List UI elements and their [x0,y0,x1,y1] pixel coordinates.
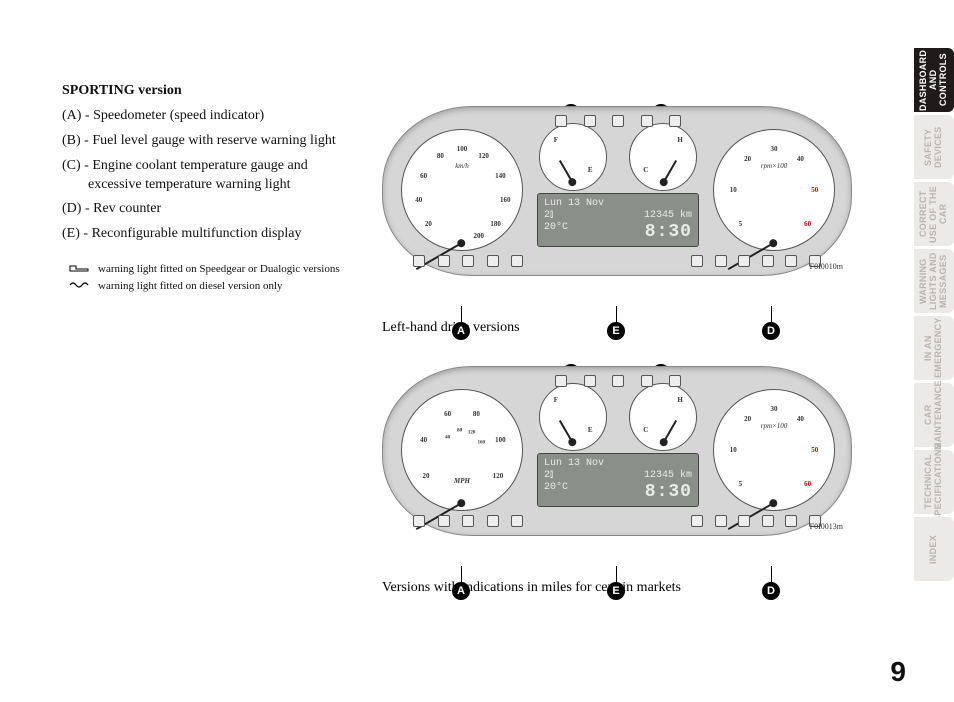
tab-correct-use[interactable]: CORRECT USE OF THE CAR [914,182,954,246]
marker-a: A [452,322,470,340]
glowplug-icon [762,515,774,527]
fuel-icon [584,375,596,387]
brake-icon [462,515,474,527]
airbag-icon [785,515,797,527]
speedo-unit: MPH [454,477,470,485]
marker-d: D [762,582,780,600]
battery-icon [715,515,727,527]
city-icon [413,255,425,267]
tab-specs[interactable]: TECHNICAL SPECIFICATIONS [914,450,954,514]
door-icon [438,255,450,267]
tach-unit: rpm×100 [761,422,788,430]
footnote: warning light fitted on diesel version o… [98,279,362,294]
engine-icon [691,515,703,527]
engine-icon [691,255,703,267]
speedometer-gauge: km/h 20 40 60 80 100 120 140 160 180 200 [401,129,523,251]
seatbelt-icon [511,255,523,267]
gearbox-icon [68,263,90,273]
warning-row-top [555,373,681,389]
figure-code: F0I0010m [810,262,843,271]
figure-2: B C MPH 20 40 60 80 100 120 40 80 120 16… [382,366,862,596]
fuel-needle [559,160,574,184]
warning-row-left [413,513,523,529]
glowplug-icon [762,255,774,267]
figure-code: F0I0013m [810,522,843,531]
speedometer-gauge: MPH 20 40 60 80 100 120 40 80 120 160 [401,389,523,511]
legend-item: (B) - Fuel level gauge with reserve warn… [62,132,362,151]
turn-right-icon [669,375,681,387]
tachometer-gauge: rpm×100 5 10 20 30 40 50 60 [713,389,835,511]
temp-icon [641,115,653,127]
section-tabs: DASHBOARD AND CONTROLS SAFETY DEVICES CO… [914,48,954,584]
marker-e: E [607,322,625,340]
warning-row-right [691,253,821,269]
tachometer-gauge: rpm×100 5 10 20 30 40 50 60 [713,129,835,251]
temp-gauge: C H [629,383,697,451]
legend-item: (D) - Rev counter [62,200,362,219]
legend-item: (C) - Engine coolant temperature gauge a… [62,157,362,195]
legend-column: SPORTING version (A) - Speedometer (spee… [62,82,362,296]
tab-dashboard[interactable]: DASHBOARD AND CONTROLS [914,48,954,112]
tab-safety[interactable]: SAFETY DEVICES [914,115,954,179]
seatbelt-icon [511,515,523,527]
turn-left-icon [555,115,567,127]
tab-warnings[interactable]: WARNING LIGHTS AND MESSAGES [914,249,954,313]
page-number: 9 [890,656,906,688]
temp-needle [662,420,677,444]
footnotes: warning light fitted on Speedgear or Dua… [62,262,362,294]
tab-maintenance[interactable]: CAR MAINTENANCE [914,383,954,447]
airbag-icon [785,255,797,267]
turn-left-icon [555,375,567,387]
battery-icon [715,255,727,267]
door-icon [438,515,450,527]
fuel-needle [559,420,574,444]
fuel-icon [584,115,596,127]
tab-emergency[interactable]: IN AN EMERGENCY [914,316,954,380]
brake-icon [462,255,474,267]
figures-area: B C km/h 20 40 60 80 100 120 140 160 180… [382,76,862,626]
city-icon [413,515,425,527]
instrument-cluster: MPH 20 40 60 80 100 120 40 80 120 160 F … [382,366,852,536]
marker-a: A [452,582,470,600]
tab-index[interactable]: INDEX [914,517,954,581]
instrument-cluster: km/h 20 40 60 80 100 120 140 160 180 200… [382,106,852,276]
oil-icon [738,255,750,267]
temp-gauge: C H [629,123,697,191]
section-heading: SPORTING version [62,82,362,101]
warning-row-top [555,113,681,129]
figure-1: B C km/h 20 40 60 80 100 120 140 160 180… [382,106,862,336]
fuel-gauge: F E [539,123,607,191]
warning-row-left [413,253,523,269]
speedo-unit: km/h [455,162,469,170]
footnote: warning light fitted on Speedgear or Dua… [98,262,362,277]
oil-icon [738,515,750,527]
highbeam-icon [612,115,624,127]
temp-needle [662,160,677,184]
warning-row-right [691,513,821,529]
abs-icon [487,515,499,527]
marker-e: E [607,582,625,600]
legend-item: (A) - Speedometer (speed indicator) [62,107,362,126]
multifunction-display: Lun 13 Nov 2⫾12345 km 20°C8:30 [537,193,699,247]
turn-right-icon [669,115,681,127]
tach-unit: rpm×100 [761,162,788,170]
fuel-gauge: F E [539,383,607,451]
glowplug-icon [68,280,90,290]
temp-icon [641,375,653,387]
highbeam-icon [612,375,624,387]
abs-icon [487,255,499,267]
marker-d: D [762,322,780,340]
legend-item: (E) - Reconfigurable multifunction displ… [62,225,362,244]
multifunction-display: Lun 13 Nov 2⫾12345 km 20°C8:30 [537,453,699,507]
